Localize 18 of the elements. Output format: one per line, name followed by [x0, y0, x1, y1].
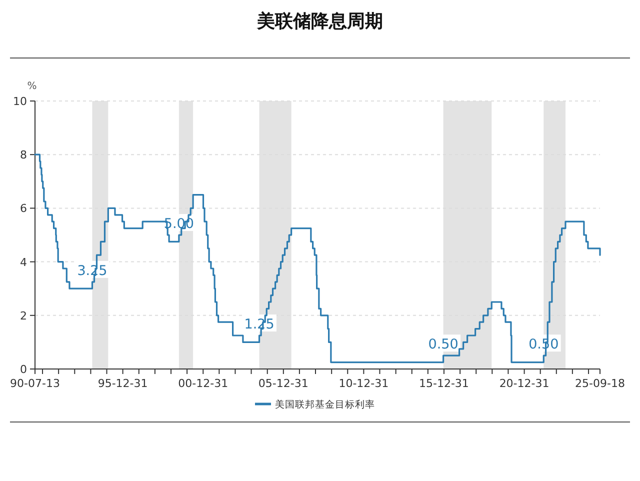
x-tick-label: 00-12-31 [178, 377, 228, 390]
legend-label: 美国联邦基金目标利率 [275, 398, 375, 410]
x-tick-label: 10-12-31 [338, 377, 389, 390]
x-tick-label: 95-12-31 [98, 377, 148, 390]
x-tick-label: 05-12-31 [258, 377, 308, 390]
y-tick-label: 4 [20, 256, 27, 269]
y-axis-title: % [27, 81, 37, 92]
y-tick-label: 6 [20, 202, 27, 216]
y-tick-label: 8 [20, 148, 27, 162]
y-tick-label: 10 [13, 95, 27, 108]
x-tick-label: 25-09-18 [575, 377, 625, 390]
chart-title: 美联储降息周期 [256, 11, 383, 32]
x-tick-label: 90-07-13 [10, 377, 60, 390]
y-tick-label: 0 [20, 363, 27, 376]
annotation: 0.50 [428, 336, 458, 353]
y-tick-label: 2 [20, 309, 27, 322]
x-tick-label: 15-12-31 [419, 377, 469, 390]
x-tick-label: 20-12-31 [499, 377, 550, 390]
